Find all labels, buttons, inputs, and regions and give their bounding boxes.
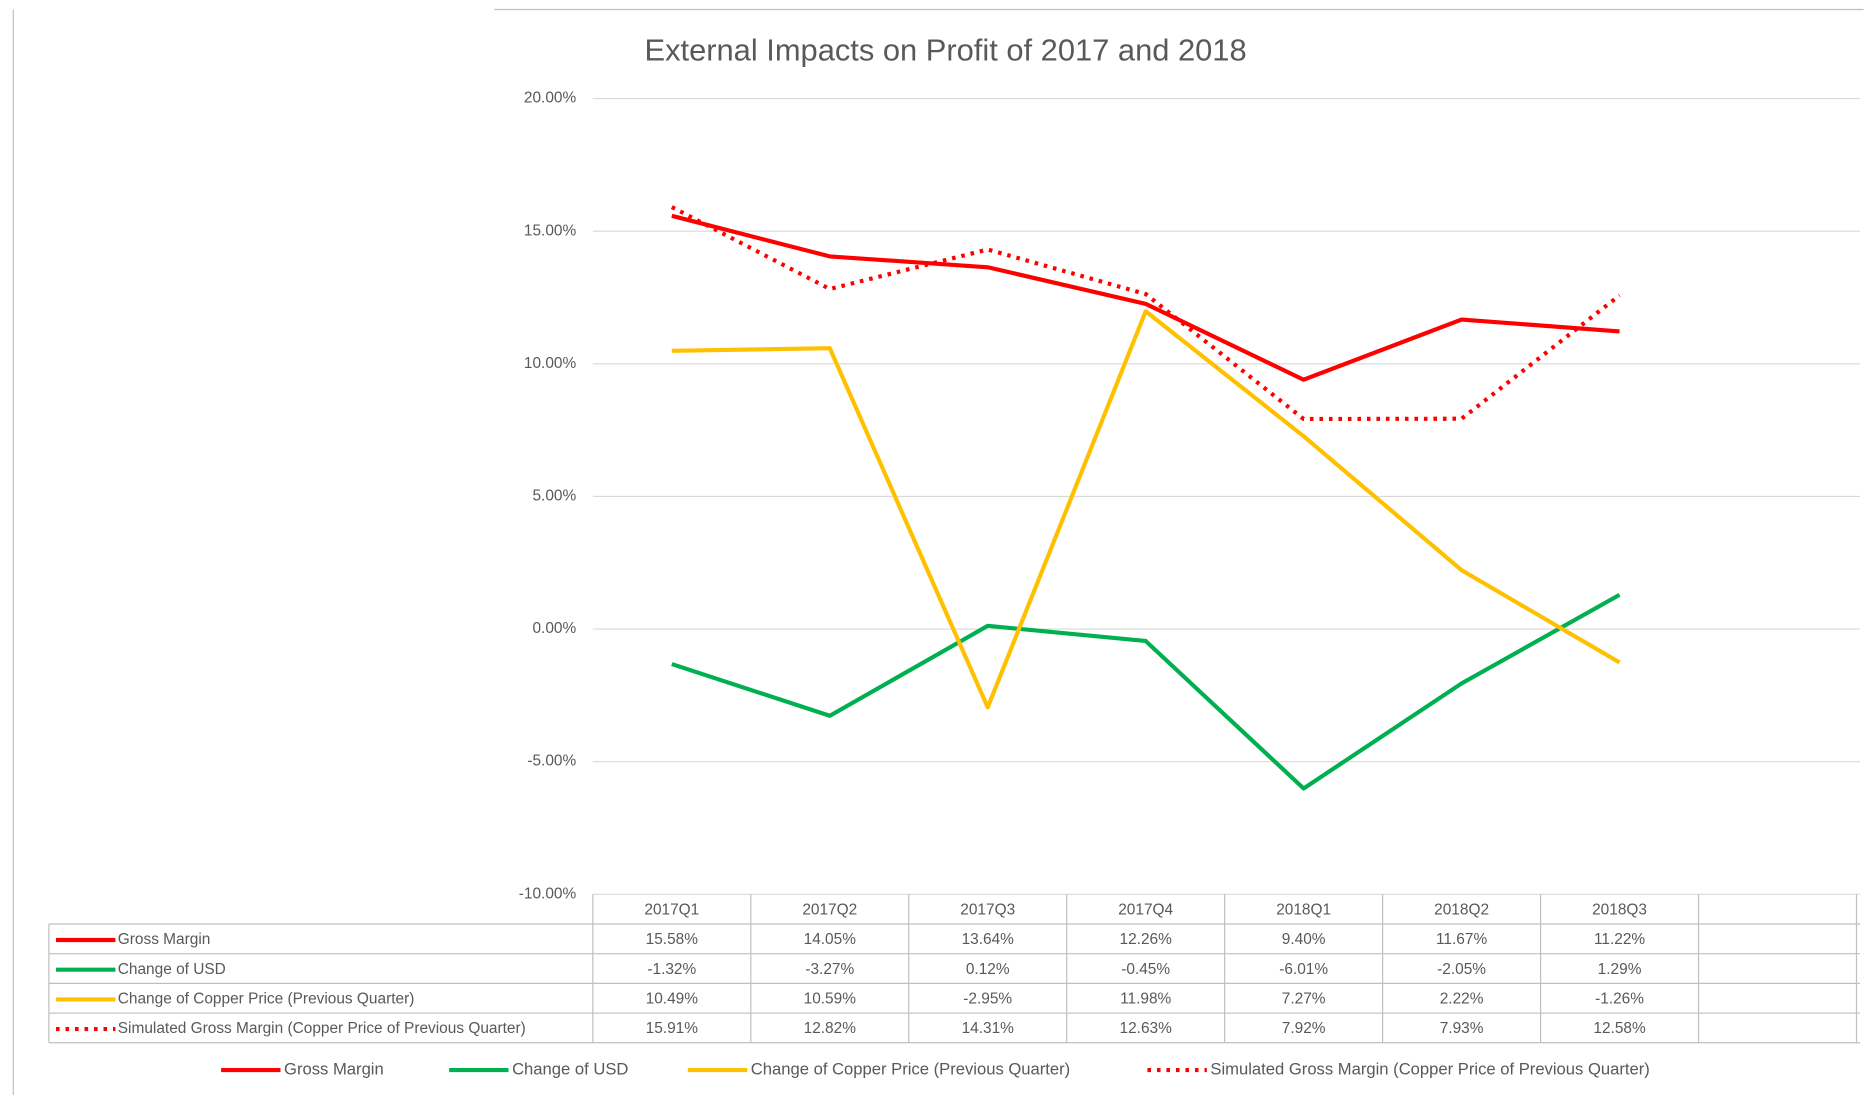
x-tick-label: 2017Q4 [1118, 901, 1173, 918]
x-tick-label: 2018Q1 [1276, 901, 1331, 918]
table-cell: 12.58% [1593, 1020, 1646, 1037]
table-cell: 15.91% [646, 1020, 699, 1037]
legend-label: Change of USD [512, 1059, 628, 1078]
table-cell: 14.05% [804, 931, 857, 948]
table-cell: 7.92% [1282, 1020, 1326, 1037]
y-tick-label: 10.00% [524, 355, 577, 372]
table-cell: -6.01% [1279, 961, 1328, 978]
chart-title: External Impacts on Profit of 2017 and 2… [644, 32, 1246, 67]
x-tick-label: 2018Q2 [1434, 901, 1489, 918]
table-cell: 7.27% [1282, 990, 1326, 1007]
table-cell: 11.67% [1436, 931, 1487, 948]
legend-label: Gross Margin [284, 1059, 384, 1078]
x-tick-label: 2017Q3 [960, 901, 1015, 918]
table-cell: 11.98% [1120, 990, 1171, 1007]
x-tick-label: 2017Q1 [644, 901, 699, 918]
table-row-label: Simulated Gross Margin (Copper Price of … [118, 1020, 526, 1037]
table-row-label: Gross Margin [118, 931, 211, 948]
series-line [670, 205, 1621, 422]
table-cell: 14.31% [962, 1020, 1015, 1037]
legend-label: Change of Copper Price (Previous Quarter… [751, 1059, 1070, 1078]
table-cell: -2.95% [963, 990, 1012, 1007]
table-cell: 13.64% [962, 931, 1015, 948]
table-row-label: Change of Copper Price (Previous Quarter… [118, 990, 415, 1007]
y-tick-label: 20.00% [524, 90, 577, 107]
series-line [671, 309, 1621, 710]
y-tick-label: 0.00% [532, 620, 576, 637]
y-tick-label: 15.00% [524, 222, 577, 239]
series-line [671, 213, 1620, 382]
y-tick-label: 5.00% [532, 488, 576, 505]
table-cell: 12.63% [1120, 1020, 1173, 1037]
table-cell: 12.26% [1120, 931, 1173, 948]
table-cell: 0.12% [966, 961, 1010, 978]
table-cell: 11.22% [1594, 931, 1645, 948]
table-row-label: Change of USD [118, 961, 226, 978]
x-tick-label: 2017Q2 [802, 901, 857, 918]
x-tick-label: 2018Q3 [1592, 901, 1647, 918]
table-cell: 10.59% [804, 990, 857, 1007]
series-line [671, 593, 1621, 791]
legend-label: Simulated Gross Margin (Copper Price of … [1210, 1059, 1649, 1078]
table-cell: 12.82% [804, 1020, 857, 1037]
table-cell: -2.05% [1437, 961, 1486, 978]
table-cell: 15.58% [646, 931, 699, 948]
table-cell: 1.29% [1598, 961, 1642, 978]
table-cell: -1.32% [647, 961, 696, 978]
y-tick-label: -5.00% [527, 753, 576, 770]
table-cell: 2.22% [1440, 990, 1484, 1007]
table-cell: -1.26% [1595, 990, 1644, 1007]
table-cell: -3.27% [805, 961, 854, 978]
table-cell: 9.40% [1282, 931, 1326, 948]
table-cell: -0.45% [1121, 961, 1170, 978]
table-cell: 10.49% [646, 990, 699, 1007]
y-tick-label: -10.00% [519, 885, 577, 902]
table-cell: 7.93% [1440, 1020, 1484, 1037]
